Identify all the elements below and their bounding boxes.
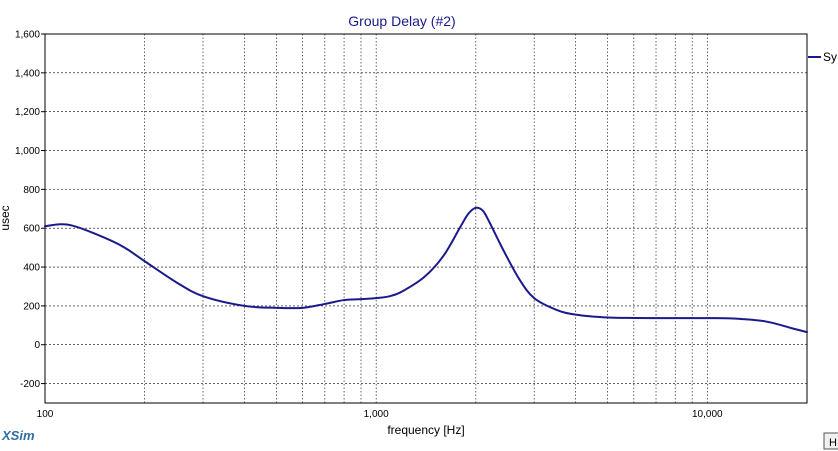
y-tick-label: 1,600 <box>15 30 40 41</box>
xsim-brand-logo: XSim <box>1 428 35 443</box>
grid-layer <box>45 34 807 403</box>
series-layer <box>44 206 808 334</box>
x-tick-label: 100 <box>37 409 54 420</box>
y-tick-label: -200 <box>20 379 40 390</box>
x-tick-labels: 100 1,000 10,000 <box>37 409 723 420</box>
x-tick-label: 1,000 <box>364 409 389 420</box>
y-tick-label: 400 <box>23 263 40 274</box>
y-tick-label: 1,400 <box>15 68 40 79</box>
y-tick-label: 1,000 <box>15 146 40 157</box>
y-tick-label: 800 <box>23 185 40 196</box>
y-tick-labels: 1,600 1,400 1,200 1,000 800 600 400 200 0 -200 <box>15 30 45 390</box>
chart-title: Group Delay (#2) <box>348 13 455 29</box>
y-tick-label: 600 <box>23 224 40 235</box>
y-axis-label: usec <box>0 205 12 230</box>
series-line-sy <box>44 206 808 334</box>
x-tick-label: 10,000 <box>692 409 723 420</box>
y-tick-label: 0 <box>34 340 40 351</box>
plot-area <box>44 33 808 404</box>
legend: Sy <box>808 50 837 64</box>
corner-button-label: H <box>829 437 837 449</box>
x-axis-label: frequency [Hz] <box>387 423 464 437</box>
y-tick-label: 1,200 <box>15 107 40 118</box>
y-tick-label: 200 <box>23 301 40 312</box>
corner-button[interactable]: H <box>823 432 838 450</box>
legend-entry-label: Sy <box>823 50 837 64</box>
